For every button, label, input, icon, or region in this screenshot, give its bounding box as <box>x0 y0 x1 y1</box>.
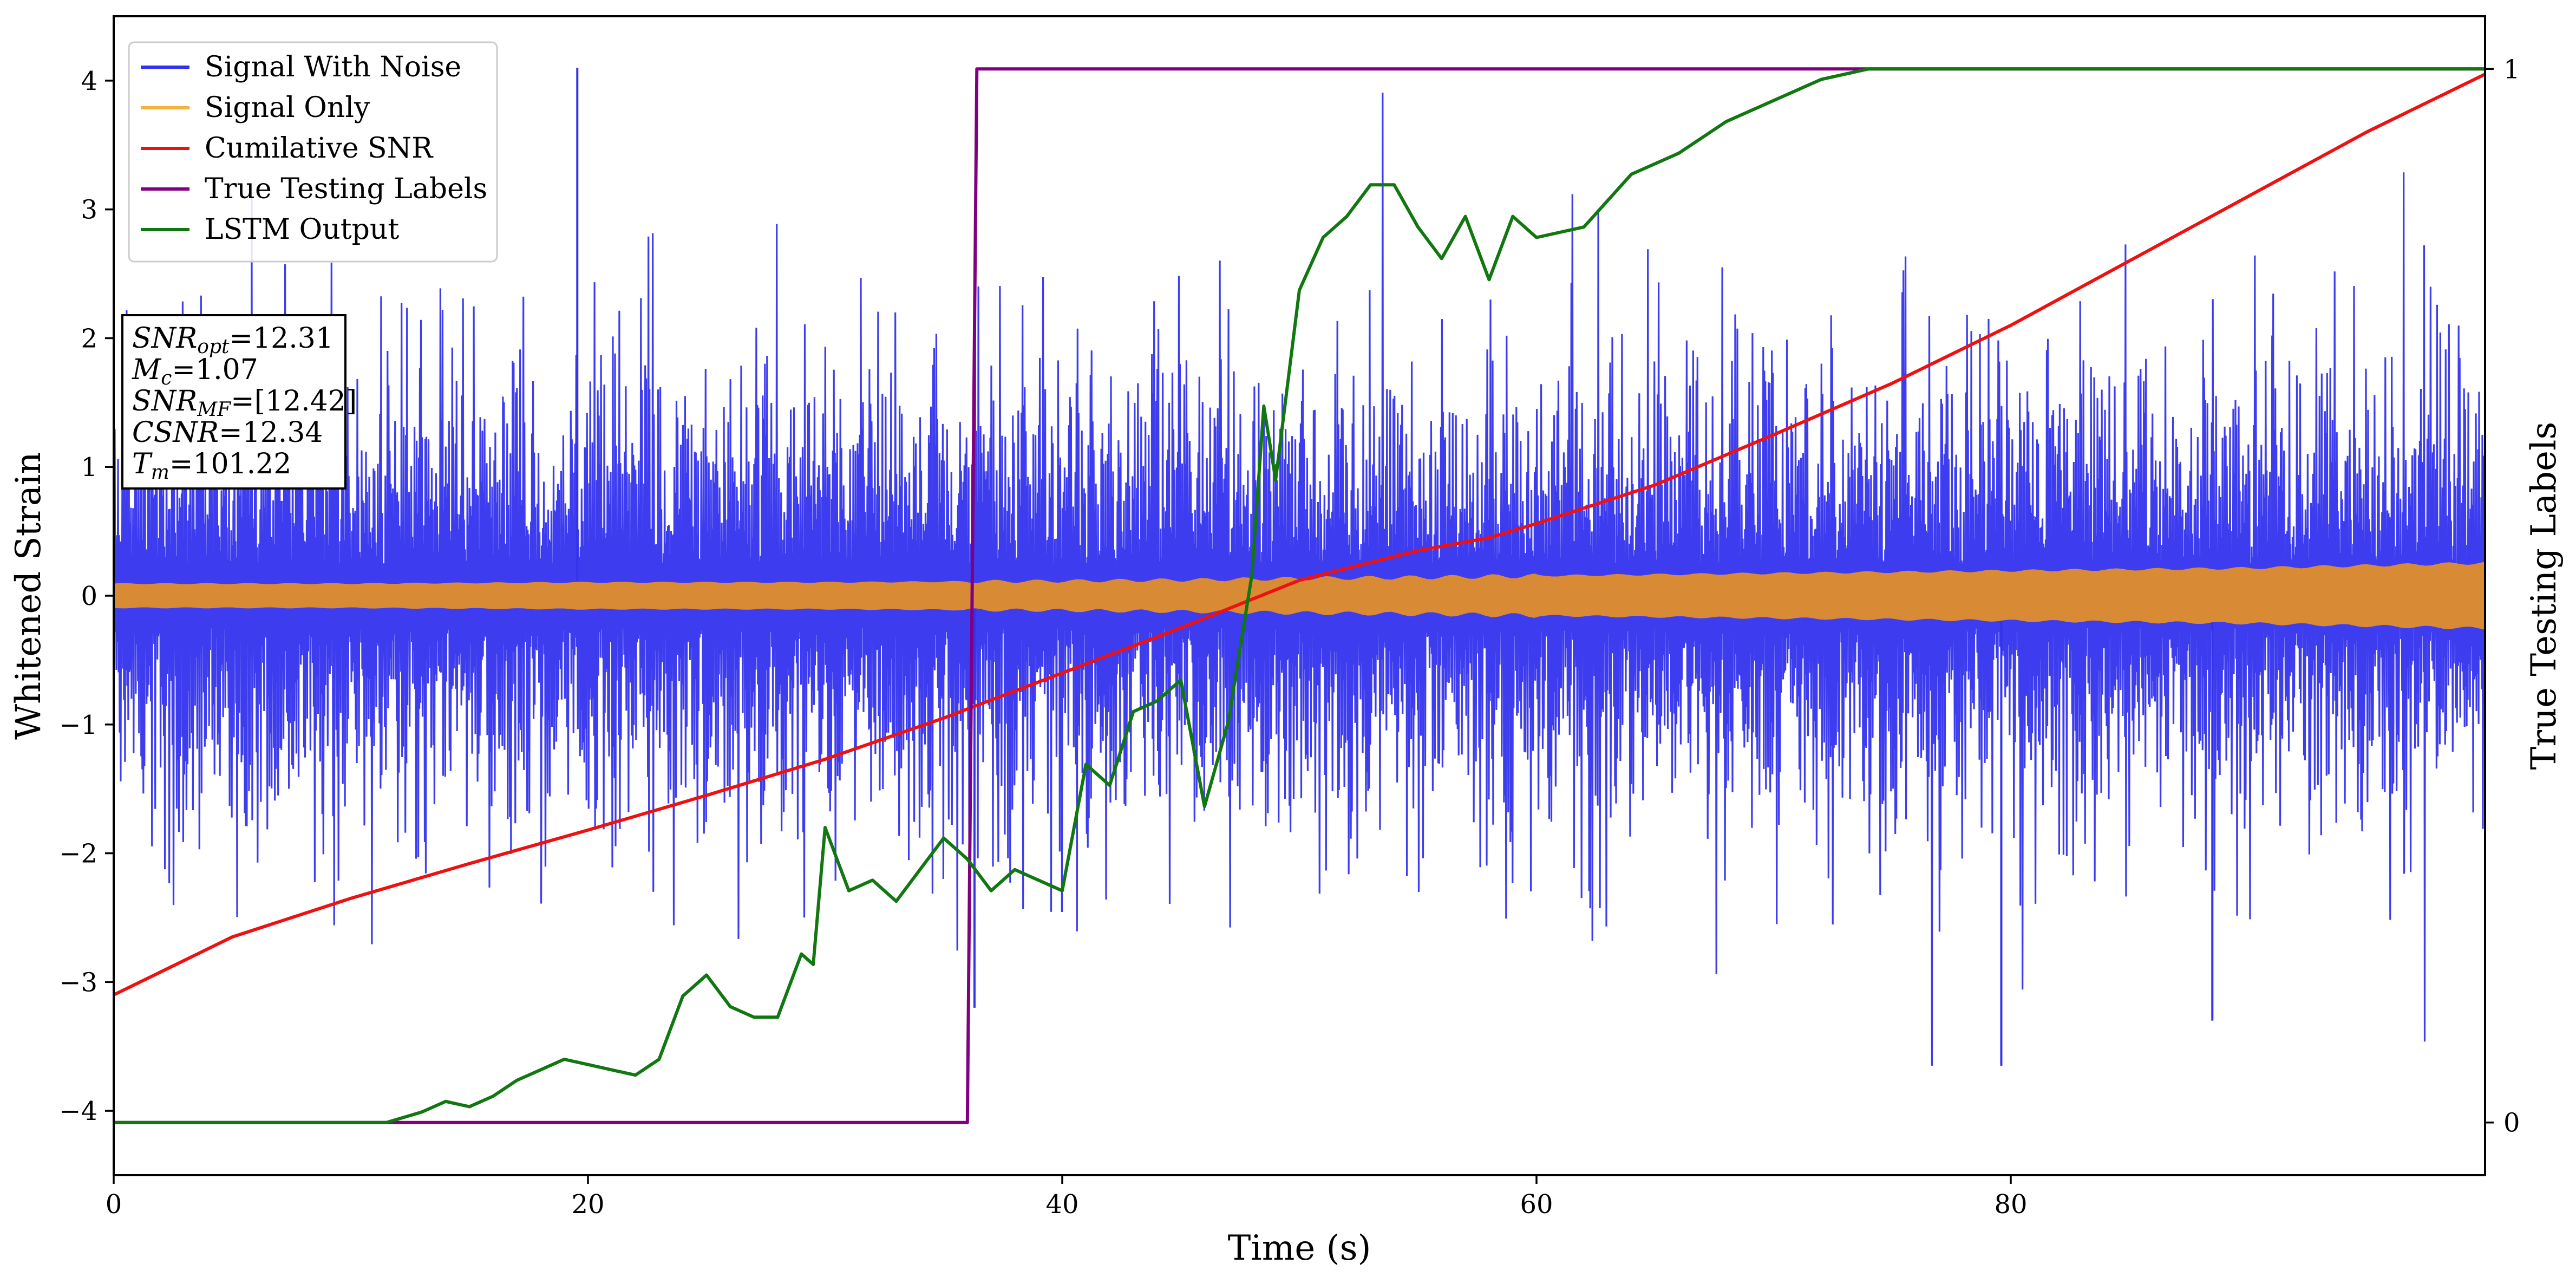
series-lstm-output <box>114 67 2485 1124</box>
annotation-frame <box>121 314 346 490</box>
legend: Signal With Noise Signal Only Cumilative S… <box>128 41 498 263</box>
plot-area <box>114 67 2485 1124</box>
y-tick-label: 0 <box>81 581 97 611</box>
legend-entry: Signal With Noise <box>205 51 461 83</box>
y-right-axis-label: True Testing Labels <box>2524 422 2564 770</box>
y-tick-label: 1 <box>81 452 97 483</box>
y-tick-label: −2 <box>59 839 97 869</box>
y-tick-label: −1 <box>59 710 97 740</box>
legend-entry: Signal Only <box>205 92 370 124</box>
x-tick-label: 40 <box>1045 1189 1078 1220</box>
annotation-line: Tm=101.22 <box>132 448 291 484</box>
y-right-tick-label: 1 <box>2503 54 2520 84</box>
y-axis-label: Whitened Strain <box>9 452 49 739</box>
x-tick-label: 60 <box>1520 1189 1553 1220</box>
y-tick-label: −4 <box>59 1096 97 1126</box>
y-tick-label: −3 <box>59 967 97 998</box>
annotation-box: SNRopt=12.31Mc=1.07SNRMF=[12.42]CSNR=12.… <box>121 314 357 490</box>
y-tick-label: 4 <box>81 66 97 96</box>
y-tick-label: 2 <box>81 323 97 354</box>
x-tick-label: 0 <box>106 1189 122 1220</box>
annotation-line: Mc=1.07 <box>132 354 258 389</box>
y-right-tick-label: 0 <box>2503 1108 2520 1138</box>
series-signal-only <box>114 562 2485 630</box>
legend-box <box>128 41 498 263</box>
y-tick-label: 3 <box>81 195 97 225</box>
legend-entry: Cumilative SNR <box>205 132 434 165</box>
series-true-testing-labels <box>114 67 2485 1124</box>
x-tick-label: 20 <box>571 1189 604 1220</box>
x-tick-label: 80 <box>1994 1189 2027 1220</box>
series-signal-with-noise <box>114 93 2485 1066</box>
annotation-line: SNRMF=[12.42] <box>132 385 357 421</box>
legend-entry: True Testing Labels <box>205 173 487 205</box>
annotation-line: CSNR=12.34 <box>132 416 323 449</box>
series-cumilative-snr <box>114 73 2485 996</box>
legend-entry: LSTM Output <box>205 213 399 246</box>
x-axis-label: Time (s) <box>1228 1228 1371 1268</box>
annotation-line: SNRopt=12.31 <box>132 322 334 358</box>
